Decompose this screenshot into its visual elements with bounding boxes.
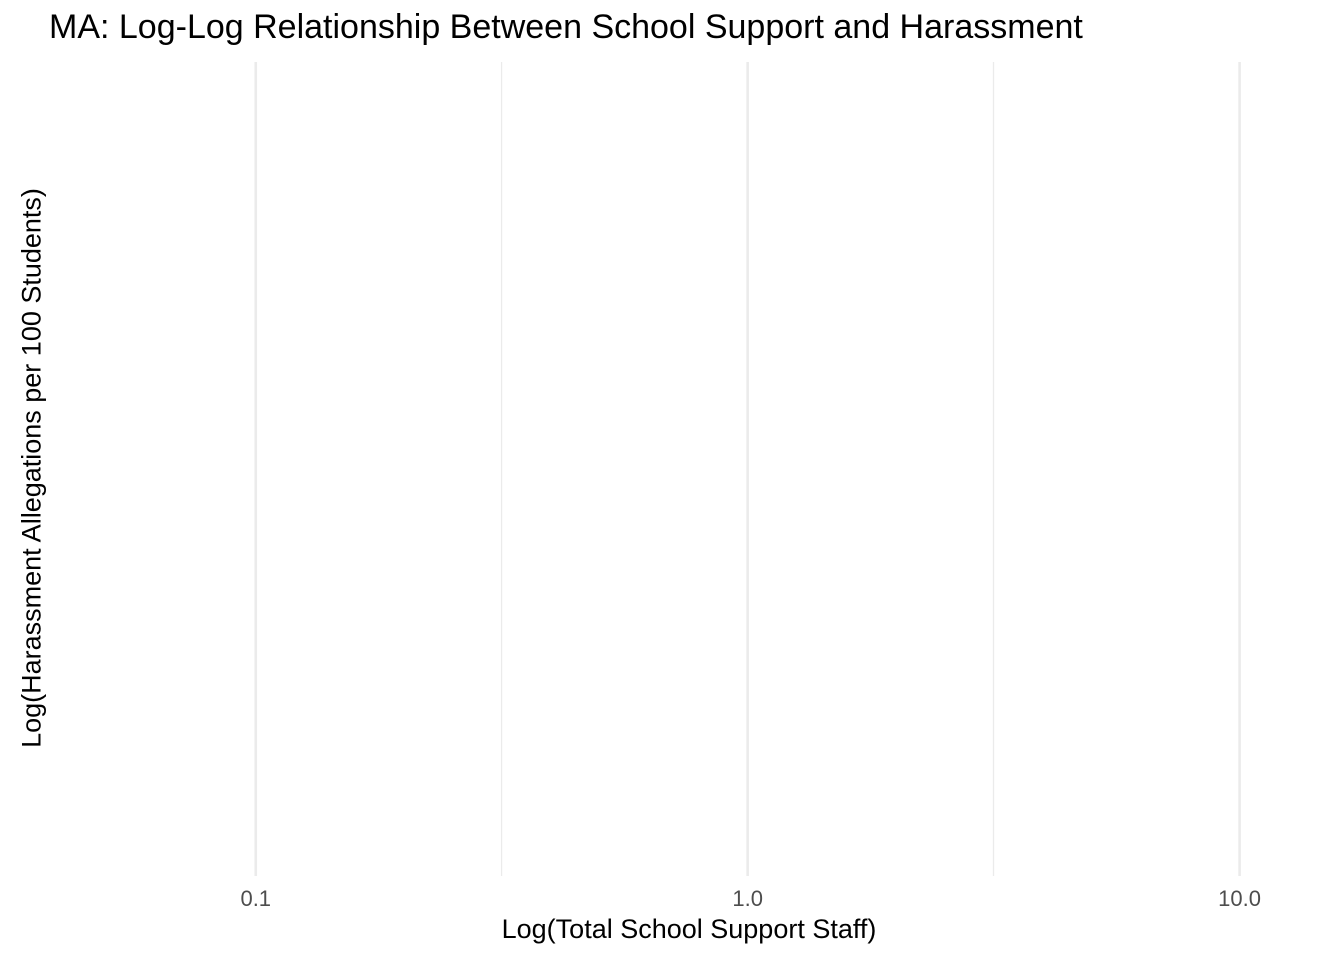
grid-layer	[254, 62, 1241, 876]
x-tick-label: 1.0	[732, 886, 763, 911]
x-tick-labels: 0.1 1.0 10.0	[240, 886, 1261, 911]
x-tick-label: 10.0	[1218, 886, 1261, 911]
x-axis-label: Log(Total School Support Staff)	[501, 914, 877, 944]
x-tick-label: 0.1	[240, 886, 271, 911]
chart-title: MA: Log-Log Relationship Between School …	[49, 8, 1083, 46]
